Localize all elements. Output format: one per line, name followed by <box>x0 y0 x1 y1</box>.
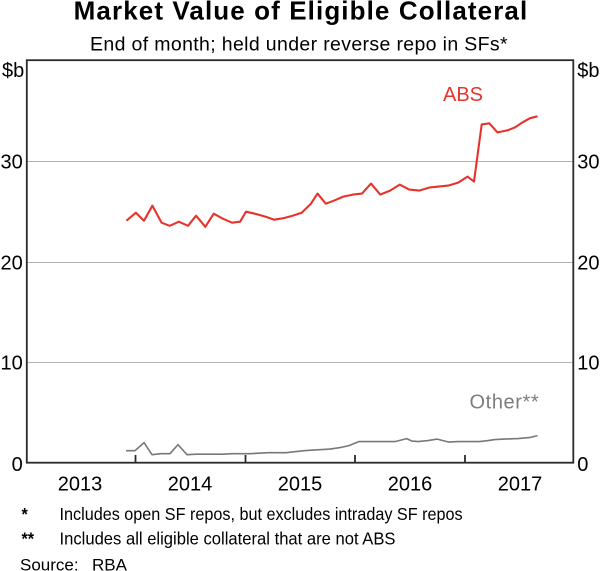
svg-text:$b: $b <box>2 60 24 82</box>
svg-text:20: 20 <box>1 253 23 275</box>
svg-text:2016: 2016 <box>388 474 433 496</box>
svg-text:30: 30 <box>1 152 23 174</box>
svg-text:*: * <box>22 504 29 524</box>
svg-text:2014: 2014 <box>168 474 213 496</box>
svg-text:Other**: Other** <box>470 392 540 414</box>
svg-text:Market Value of Eligible Colla: Market Value of Eligible Collateral <box>74 0 529 26</box>
svg-text:Source:: Source: <box>20 555 79 571</box>
svg-text:10: 10 <box>1 353 23 375</box>
svg-text:0: 0 <box>577 454 588 476</box>
svg-text:$b: $b <box>577 60 599 82</box>
svg-text:Includes open SF repos, but ex: Includes open SF repos, but excludes int… <box>60 504 463 524</box>
svg-text:2015: 2015 <box>278 474 323 496</box>
svg-text:**: ** <box>22 529 35 549</box>
svg-text:2013: 2013 <box>58 474 103 496</box>
svg-text:ABS: ABS <box>443 84 483 106</box>
svg-text:0: 0 <box>12 454 23 476</box>
svg-text:Includes all eligible collater: Includes all eligible collateral that ar… <box>60 528 396 549</box>
svg-text:RBA: RBA <box>92 555 128 571</box>
svg-text:2017: 2017 <box>498 474 543 496</box>
svg-text:20: 20 <box>577 253 599 275</box>
svg-text:End of month; held under rever: End of month; held under reverse repo in… <box>90 34 508 56</box>
svg-text:10: 10 <box>577 353 599 375</box>
svg-text:30: 30 <box>577 152 599 174</box>
